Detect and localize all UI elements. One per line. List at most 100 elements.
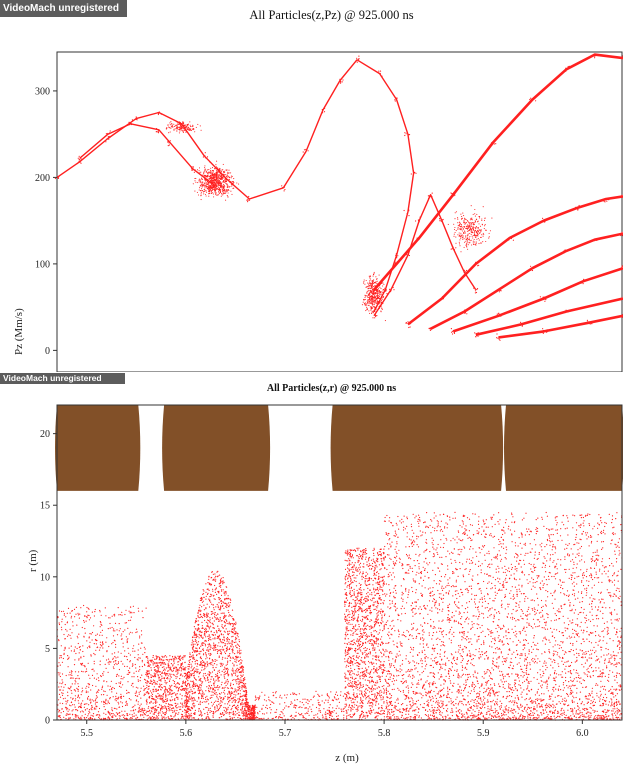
particle-point xyxy=(165,706,167,708)
particle-point xyxy=(228,632,230,635)
particle-point xyxy=(141,674,143,676)
particle-point xyxy=(136,119,138,121)
particle-point xyxy=(128,619,130,622)
particle-point xyxy=(57,176,59,178)
particle-point xyxy=(195,618,197,620)
particle-point xyxy=(134,656,136,659)
particle-point xyxy=(63,652,65,655)
particle-point xyxy=(155,699,157,701)
particle-point xyxy=(126,665,128,668)
particle-point xyxy=(132,715,134,717)
particle-point xyxy=(236,671,238,673)
particle-point xyxy=(77,690,79,692)
particle-point xyxy=(80,155,83,158)
particle-point xyxy=(84,666,86,668)
particle-point xyxy=(121,633,123,635)
particle-point xyxy=(235,630,237,633)
particle-point xyxy=(63,613,65,615)
particle-point xyxy=(107,671,109,674)
particle-point xyxy=(195,647,197,649)
particle-point xyxy=(141,665,143,668)
particle-point xyxy=(119,717,121,719)
particle-point xyxy=(148,681,150,683)
particle-point xyxy=(69,704,71,706)
particle-point xyxy=(248,195,250,198)
particle-point xyxy=(192,166,195,168)
particle-point xyxy=(99,664,101,666)
particle-point xyxy=(81,670,83,673)
particle-point xyxy=(88,704,90,706)
particle-point xyxy=(237,667,239,669)
particle-point xyxy=(172,679,174,682)
particle-point xyxy=(132,686,134,688)
particle-point xyxy=(164,655,166,657)
particle-point xyxy=(464,271,466,273)
particle-point xyxy=(198,703,200,705)
particle-point xyxy=(215,630,217,632)
particle-point xyxy=(163,662,166,664)
particle-point xyxy=(169,667,171,670)
particle-point xyxy=(171,658,173,660)
particle-point xyxy=(178,706,180,708)
particle-point xyxy=(138,643,140,645)
particle-point xyxy=(61,629,63,631)
particle-point xyxy=(176,693,178,695)
particle-point xyxy=(77,716,79,719)
particle-point xyxy=(248,199,251,201)
particle-point xyxy=(128,652,130,654)
particle-point xyxy=(151,675,153,677)
particle-point xyxy=(141,709,143,711)
particle-point xyxy=(58,674,60,676)
particle-point xyxy=(150,669,152,671)
particle-point xyxy=(185,666,187,668)
particle-point xyxy=(208,598,210,600)
particle-point xyxy=(150,667,152,669)
particle-point xyxy=(153,686,155,688)
y-tick-label: 0 xyxy=(45,346,50,357)
particle-point xyxy=(94,611,96,613)
particle-point xyxy=(158,112,160,114)
particle-point xyxy=(90,718,92,720)
particle-point xyxy=(61,673,64,675)
particle-point xyxy=(119,628,121,630)
particle-point xyxy=(532,266,535,269)
particle-point xyxy=(146,682,148,684)
particle-point xyxy=(113,664,116,666)
particle-point xyxy=(88,710,90,713)
particle-point xyxy=(137,687,139,689)
particle-point xyxy=(106,681,108,683)
particle-point xyxy=(209,687,212,689)
particle-point xyxy=(439,218,441,220)
particle-point xyxy=(112,630,114,632)
particle-point xyxy=(477,265,479,267)
particle-point xyxy=(107,711,109,713)
particle-point xyxy=(236,689,238,691)
particle-point xyxy=(219,712,222,715)
particle-point xyxy=(209,657,211,659)
particle-point xyxy=(205,627,207,630)
particle-point xyxy=(155,711,157,713)
particle-point xyxy=(170,663,172,665)
particle-point xyxy=(65,628,67,631)
particle-point xyxy=(211,696,213,699)
particle-point xyxy=(216,686,218,688)
particle-point xyxy=(68,647,70,649)
particle-point xyxy=(206,603,208,605)
particle-point xyxy=(234,711,237,713)
particle-point xyxy=(96,646,98,649)
particle-point xyxy=(202,636,204,638)
particle-point xyxy=(58,699,60,701)
particle-point xyxy=(126,656,128,658)
particle-point xyxy=(65,703,67,705)
particle-point xyxy=(566,68,568,70)
particle-point xyxy=(188,701,190,703)
particle-point xyxy=(211,662,213,664)
particle-point xyxy=(283,186,285,188)
particle-point xyxy=(92,713,95,715)
particle-point xyxy=(394,262,396,264)
particle-point xyxy=(179,708,181,711)
particle-point xyxy=(228,598,230,600)
particle-point xyxy=(209,619,211,621)
particle-point xyxy=(60,686,62,688)
